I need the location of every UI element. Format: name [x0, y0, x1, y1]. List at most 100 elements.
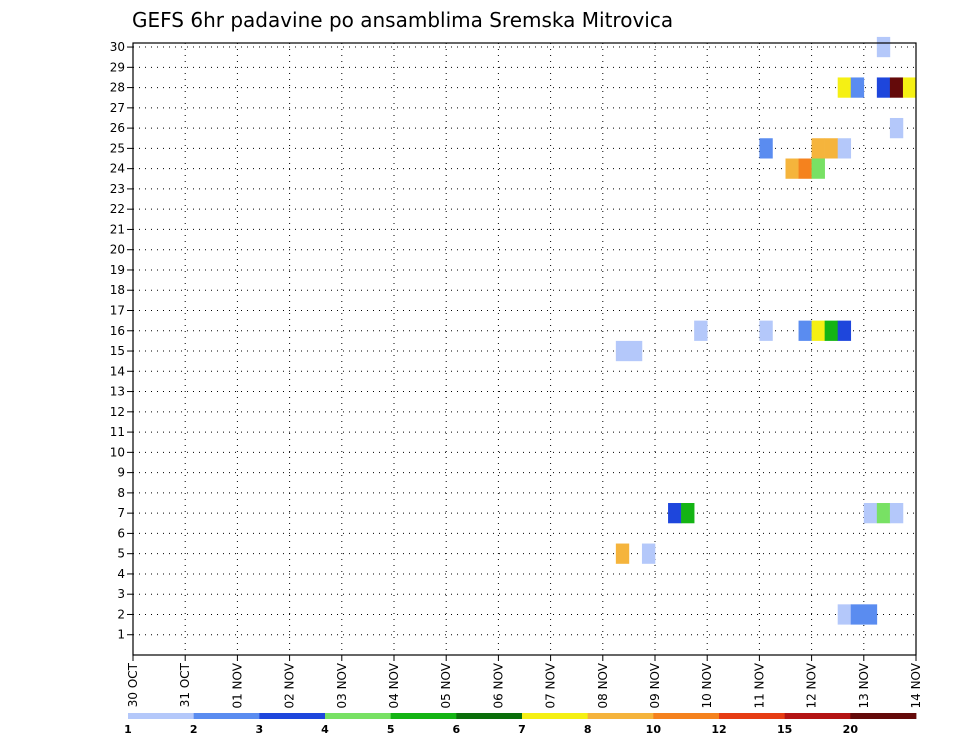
data-cell	[785, 158, 799, 179]
x-tick-label: 07 NOV	[544, 662, 558, 708]
colorbar-label: 12	[711, 723, 726, 736]
data-cell	[889, 77, 904, 98]
y-tick-label: 20	[110, 243, 125, 257]
x-tick-label: 02 NOV	[283, 662, 297, 708]
x-tick-label: 06 NOV	[491, 662, 505, 708]
y-tick-label: 23	[110, 182, 125, 196]
y-tick-label: 12	[110, 405, 125, 419]
y-tick-label: 28	[110, 81, 125, 95]
x-tick-label: 12 NOV	[805, 662, 819, 708]
y-axis: 1234567891011121314151617181920212223242…	[110, 40, 133, 642]
data-cell	[889, 503, 904, 524]
colorbar-label: 20	[843, 723, 859, 736]
data-cell	[850, 604, 865, 625]
y-tick-label: 18	[110, 283, 125, 297]
x-tick-label: 01 NOV	[230, 662, 244, 708]
data-cell	[811, 320, 825, 341]
data-cell	[811, 138, 825, 159]
data-cell	[615, 340, 630, 362]
colorbar-swatch	[193, 713, 260, 719]
colorbar-swatch	[784, 713, 851, 719]
x-tick-label: 03 NOV	[335, 662, 349, 708]
colorbar-label: 6	[453, 723, 461, 736]
colorbar-swatch	[719, 713, 786, 719]
data-cell	[876, 77, 891, 98]
y-tick-label: 10	[110, 445, 125, 459]
y-tick-label: 30	[110, 40, 125, 54]
data-cell	[837, 320, 852, 341]
colorbar-swatch	[587, 713, 654, 719]
x-tick-label: 05 NOV	[439, 662, 453, 708]
y-tick-label: 15	[110, 344, 125, 358]
colorbar-label: 8	[584, 723, 592, 736]
colorbar-swatch	[456, 713, 523, 719]
colorbar-label: 10	[646, 723, 662, 736]
data-cell	[902, 77, 917, 98]
colorbar-swatch	[522, 713, 589, 719]
data-cell	[889, 117, 904, 139]
y-tick-label: 22	[110, 202, 125, 216]
y-tick-label: 7	[117, 506, 125, 520]
y-tick-label: 29	[110, 60, 125, 74]
data-cell	[837, 604, 852, 625]
colorbar-label: 7	[518, 723, 526, 736]
data-cell	[798, 320, 812, 341]
x-axis: 30 OCT 31 OCT 01 NOV 02 NOV 03 NOV 04 NOV 05 N…	[126, 655, 923, 709]
data-cell	[615, 543, 630, 564]
colorbar-label: 5	[387, 723, 395, 736]
data-cell	[850, 77, 865, 98]
x-tick-label: 30 OCT	[126, 662, 140, 707]
y-tick-label: 25	[110, 141, 125, 155]
data-cell	[876, 36, 891, 58]
x-tick-label: 14 NOV	[909, 662, 923, 708]
y-tick-label: 21	[110, 222, 125, 236]
data-cell	[668, 503, 682, 524]
data-cell	[863, 503, 878, 524]
colorbar-swatch	[259, 713, 326, 719]
colorbar-swatch	[850, 713, 917, 719]
y-tick-label: 3	[117, 587, 125, 601]
y-tick-label: 1	[117, 628, 125, 642]
colorbar-label: 3	[256, 723, 264, 736]
y-tick-label: 16	[110, 324, 125, 338]
colorbar-label: 4	[321, 723, 329, 736]
y-tick-label: 5	[117, 547, 125, 561]
y-tick-label: 4	[117, 567, 125, 581]
chart-title: GEFS 6hr padavine po ansamblima Sremska …	[132, 8, 673, 32]
y-tick-label: 24	[110, 162, 125, 176]
data-cell	[837, 77, 852, 98]
data-cells	[615, 36, 917, 625]
data-cell	[824, 320, 838, 341]
data-cell	[824, 138, 838, 159]
x-tick-label: 11 NOV	[752, 662, 766, 708]
colorbar-swatch	[325, 713, 392, 719]
colorbar-label: 2	[190, 723, 198, 736]
y-tick-label: 13	[110, 385, 125, 399]
x-tick-label: 04 NOV	[387, 662, 401, 708]
y-tick-label: 8	[117, 486, 125, 500]
y-tick-label: 17	[110, 303, 125, 317]
colorbar-legend: 1 2 3 4 5 6 7 8 10 12 15 20	[124, 713, 917, 736]
data-cell	[681, 503, 695, 524]
data-cell	[811, 158, 825, 179]
data-cell	[694, 320, 708, 341]
colorbar-swatch	[390, 713, 457, 719]
data-cell	[759, 138, 773, 159]
data-cell	[863, 604, 878, 625]
x-tick-label: 08 NOV	[596, 662, 610, 708]
y-tick-label: 11	[110, 425, 125, 439]
y-tick-label: 6	[117, 526, 125, 540]
data-cell	[798, 158, 812, 179]
y-tick-label: 27	[110, 101, 125, 115]
colorbar-label: 15	[777, 723, 792, 736]
data-cell	[628, 340, 643, 362]
colorbar-swatch	[128, 713, 195, 719]
y-tick-label: 9	[117, 466, 125, 480]
x-tick-label: 31 OCT	[178, 662, 192, 707]
colorbar-label: 1	[124, 723, 132, 736]
data-cell	[641, 543, 656, 564]
data-cell	[759, 320, 773, 341]
y-tick-label: 14	[110, 364, 125, 378]
x-tick-label: 13 NOV	[857, 662, 871, 708]
